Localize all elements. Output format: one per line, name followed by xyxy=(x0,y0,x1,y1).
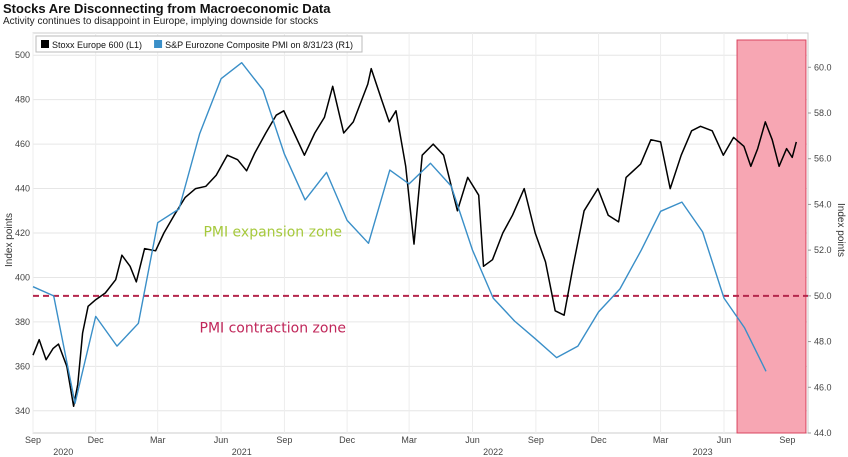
left-axis: 340 360 380 400 420 440 460 480 500 xyxy=(15,50,30,416)
x-tick-label: Mar xyxy=(653,435,669,445)
x-tick-label: Sep xyxy=(25,435,41,445)
x-year-label: 2021 xyxy=(232,447,252,457)
contraction-zone-label: PMI contraction zone xyxy=(200,320,346,336)
right-tick-label: 54.0 xyxy=(814,199,832,209)
left-tick-label: 400 xyxy=(15,272,30,282)
right-tick-label: 46.0 xyxy=(814,382,832,392)
left-tick-label: 480 xyxy=(15,95,30,105)
highlight-region xyxy=(736,39,807,434)
x-tick-label: Jun xyxy=(214,435,229,445)
series-layer xyxy=(32,62,798,408)
series-line-2 xyxy=(32,62,767,404)
chart-subtitle: Activity continues to disappoint in Euro… xyxy=(3,16,319,27)
left-tick-label: 500 xyxy=(15,50,30,60)
right-axis: 44.0 46.0 48.0 50.0 52.0 54.0 56.0 58.0 60.0 xyxy=(808,62,832,438)
expansion-zone-label: PMI expansion zone xyxy=(203,224,342,240)
x-year-label: 2023 xyxy=(693,447,713,457)
left-tick-label: 440 xyxy=(15,184,30,194)
highlight-rect xyxy=(736,39,807,434)
right-tick-label: 48.0 xyxy=(814,337,832,347)
x-tick-label: Jun xyxy=(717,435,732,445)
right-tick-label: 60.0 xyxy=(814,62,832,72)
x-tick-label: Dec xyxy=(591,435,608,445)
legend-label-1: Stoxx Europe 600 (L1) xyxy=(52,40,142,50)
x-year-label: 2022 xyxy=(483,447,503,457)
x-year-label: 2020 xyxy=(53,447,73,457)
right-tick-label: 58.0 xyxy=(814,108,832,118)
right-axis-label: Index points xyxy=(835,203,846,257)
legend-swatch-1 xyxy=(41,40,49,48)
left-tick-label: 340 xyxy=(15,406,30,416)
right-tick-label: 56.0 xyxy=(814,154,832,164)
legend-box xyxy=(35,35,363,53)
left-tick-label: 380 xyxy=(15,317,30,327)
left-axis-label: Index points xyxy=(4,213,15,267)
x-tick-label: Sep xyxy=(276,435,292,445)
left-tick-label: 460 xyxy=(15,139,30,149)
chart-title: Stocks Are Disconnecting from Macroecono… xyxy=(3,1,331,16)
legend-label-2: S&P Eurozone Composite PMI on 8/31/23 (R… xyxy=(165,40,353,50)
x-tick-label: Sep xyxy=(528,435,544,445)
series-line-1 xyxy=(32,67,798,408)
left-tick-label: 360 xyxy=(15,361,30,371)
legend-swatch-2 xyxy=(154,40,163,48)
grid-lines xyxy=(32,33,808,433)
x-tick-label: Mar xyxy=(401,435,417,445)
x-tick-label: Sep xyxy=(779,435,795,445)
legend: Stoxx Europe 600 (L1) S&P Eurozone Compos… xyxy=(35,35,363,53)
x-tick-label: Dec xyxy=(88,435,105,445)
x-tick-label: Mar xyxy=(150,435,166,445)
x-axis: Sep Dec Mar Jun Sep Dec Mar Jun Sep Dec Mar Jun Sep 2… xyxy=(25,435,795,457)
annotations: PMI expansion zone PMI contraction zone xyxy=(200,224,346,336)
right-tick-label: 50.0 xyxy=(814,291,832,301)
right-tick-label: 44.0 xyxy=(814,428,832,438)
left-tick-label: 420 xyxy=(15,228,30,238)
x-tick-label: Dec xyxy=(339,435,356,445)
right-tick-label: 52.0 xyxy=(814,245,832,255)
x-tick-label: Jun xyxy=(465,435,480,445)
